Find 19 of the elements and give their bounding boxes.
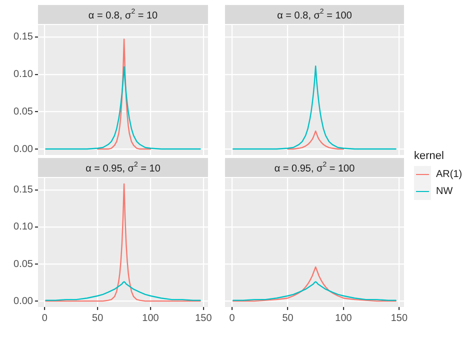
x-tick-label: 50	[92, 312, 104, 324]
y-tick-label: 0.00	[14, 296, 34, 307]
y-tick-label: 0.00	[14, 144, 34, 155]
y-tick-label: 0.05	[14, 106, 34, 118]
y-tick-label: 0.10	[14, 69, 34, 80]
y-tick-label: 0.15	[14, 32, 34, 43]
x-tick-label: 150	[195, 312, 212, 324]
y-tick-label: 0.10	[14, 222, 34, 233]
y-tick-label: 0.15	[14, 184, 34, 196]
x-tick-label: 100	[335, 312, 352, 324]
x-tick-label: 0	[42, 312, 48, 324]
x-tick-label: 0	[229, 312, 236, 324]
legend-label: AR(1)	[436, 169, 462, 180]
x-tick-label: 150	[390, 312, 408, 324]
legend-label: NW	[436, 186, 453, 197]
y-tick-label: 0.05	[14, 258, 34, 270]
x-tick-label: 100	[142, 312, 160, 324]
legend-title: kernel	[414, 150, 445, 162]
x-tick-label: 50	[282, 312, 294, 324]
